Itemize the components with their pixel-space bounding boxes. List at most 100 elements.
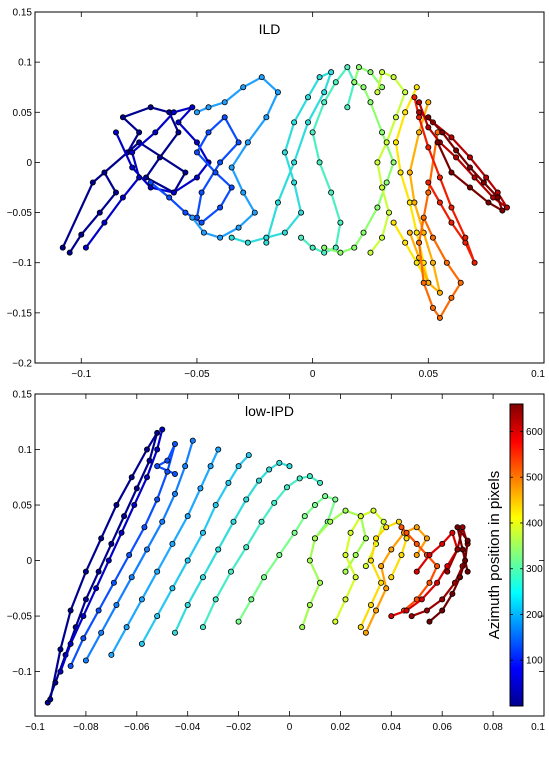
data-point bbox=[112, 189, 119, 196]
data-point bbox=[425, 189, 432, 196]
data-point bbox=[82, 244, 89, 251]
colorbar-tick-label: 200 bbox=[526, 610, 543, 621]
data-point bbox=[245, 452, 252, 459]
data-point bbox=[370, 507, 377, 514]
data-point bbox=[171, 440, 178, 447]
data-point bbox=[199, 624, 206, 631]
data-point bbox=[388, 613, 395, 620]
y-tick-label: 0.15 bbox=[13, 390, 33, 401]
data-point bbox=[321, 249, 328, 256]
data-point bbox=[425, 99, 432, 106]
data-point bbox=[221, 114, 228, 121]
data-point bbox=[347, 529, 354, 536]
data-point bbox=[112, 129, 119, 136]
data-point bbox=[439, 596, 446, 603]
data-point bbox=[243, 544, 250, 551]
colorbar-tick-label: 600 bbox=[526, 427, 543, 438]
data-point bbox=[228, 234, 235, 241]
x-tick-label: −0.02 bbox=[226, 722, 252, 733]
data-point bbox=[362, 563, 369, 570]
x-tick-label: 0.02 bbox=[331, 722, 351, 733]
data-point bbox=[80, 613, 87, 620]
data-point bbox=[276, 552, 283, 559]
data-point bbox=[464, 568, 471, 575]
data-point bbox=[380, 518, 387, 525]
data-point bbox=[367, 99, 374, 106]
data-point bbox=[337, 219, 344, 226]
data-point bbox=[154, 463, 161, 470]
data-point bbox=[266, 466, 273, 473]
x-tick-label: 0 bbox=[310, 369, 316, 380]
data-point bbox=[170, 189, 177, 196]
data-point bbox=[154, 446, 161, 453]
data-point bbox=[420, 214, 427, 221]
data-point bbox=[398, 524, 405, 531]
data-point bbox=[367, 601, 374, 608]
series-line-1 bbox=[59, 429, 164, 672]
data-point bbox=[317, 579, 324, 586]
data-point bbox=[251, 209, 258, 216]
data-point bbox=[215, 546, 222, 553]
x-tick-label: −0.05 bbox=[184, 369, 210, 380]
y-tick-label: 0.1 bbox=[18, 58, 32, 69]
data-point bbox=[96, 209, 103, 216]
data-point bbox=[449, 529, 456, 536]
data-point bbox=[351, 244, 358, 251]
data-point bbox=[108, 540, 115, 547]
data-point bbox=[291, 179, 298, 186]
data-point bbox=[355, 64, 362, 71]
data-point bbox=[471, 174, 478, 181]
data-point bbox=[263, 114, 270, 121]
data-point bbox=[156, 154, 163, 161]
data-point bbox=[388, 574, 395, 581]
colorbar-tick-label: 500 bbox=[526, 473, 543, 484]
x-tick-label: −0.1 bbox=[25, 722, 45, 733]
data-point bbox=[374, 89, 381, 96]
data-point bbox=[374, 204, 381, 211]
data-point bbox=[332, 244, 339, 251]
data-point bbox=[402, 239, 409, 246]
data-point bbox=[426, 618, 433, 625]
data-point bbox=[291, 529, 298, 536]
data-point bbox=[283, 484, 290, 491]
chart-title: ILD bbox=[259, 21, 281, 37]
data-point bbox=[143, 446, 150, 453]
data-point bbox=[411, 94, 418, 101]
data-point bbox=[298, 234, 305, 241]
data-point bbox=[171, 629, 178, 636]
data-point bbox=[227, 568, 234, 575]
data-point bbox=[184, 557, 191, 564]
data-point bbox=[274, 89, 281, 96]
data-point bbox=[228, 164, 235, 171]
data-point bbox=[342, 507, 349, 514]
data-point bbox=[200, 229, 207, 236]
y-tick-label: 0.05 bbox=[13, 501, 33, 512]
data-point bbox=[95, 568, 102, 575]
data-point bbox=[374, 159, 381, 166]
colorbar-label: Azimuth position in pixels bbox=[486, 471, 503, 639]
data-point bbox=[217, 159, 224, 166]
data-point bbox=[322, 493, 329, 500]
y-tick-label: −0.15 bbox=[7, 308, 33, 319]
data-point bbox=[454, 546, 461, 553]
data-point bbox=[453, 154, 460, 161]
data-point bbox=[311, 502, 318, 509]
data-point bbox=[448, 294, 455, 301]
data-point bbox=[108, 651, 115, 658]
data-point bbox=[373, 607, 380, 614]
data-point bbox=[217, 234, 224, 241]
data-point bbox=[119, 114, 126, 121]
data-point bbox=[413, 259, 420, 266]
y-tick-label: −0.05 bbox=[7, 208, 33, 219]
data-point bbox=[298, 209, 305, 216]
data-point bbox=[462, 557, 469, 564]
data-point bbox=[193, 174, 200, 181]
data-point bbox=[449, 590, 456, 597]
data-point bbox=[321, 244, 328, 251]
colorbar-tick-label: 100 bbox=[526, 656, 543, 667]
data-point bbox=[332, 618, 339, 625]
data-point bbox=[327, 518, 334, 525]
x-tick-label: 0.08 bbox=[483, 722, 503, 733]
data-point bbox=[82, 657, 89, 664]
